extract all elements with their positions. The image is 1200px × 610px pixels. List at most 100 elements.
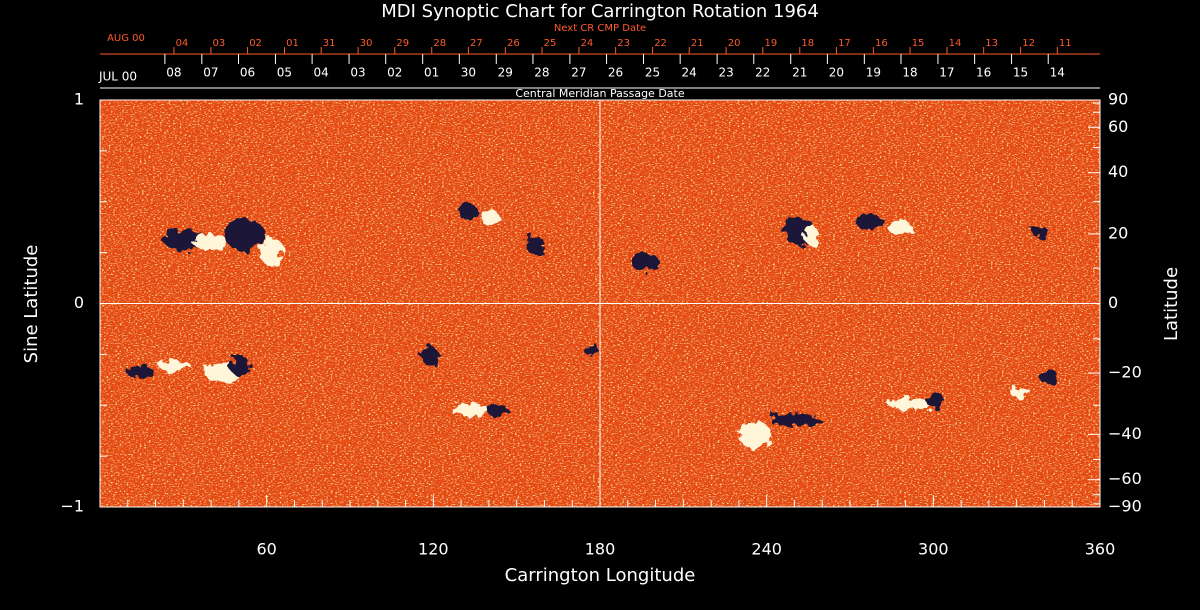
next-cmp-tick-label: 23 xyxy=(617,38,630,49)
next-cmp-tick-label: 12 xyxy=(1022,38,1035,49)
cmp-tick-label: 24 xyxy=(682,66,697,80)
magnetic-feature xyxy=(458,204,478,220)
magnetic-feature xyxy=(888,398,932,410)
cmp-tick-label: 02 xyxy=(387,66,402,80)
y2-tick-label: 20 xyxy=(1108,223,1128,242)
magnetic-feature xyxy=(856,214,884,230)
magnetic-feature xyxy=(925,393,945,407)
x-tick-label: 60 xyxy=(256,540,276,559)
y2-tick-label: 40 xyxy=(1108,162,1128,181)
cmp-tick-label: 16 xyxy=(976,66,991,80)
next-cmp-tick-label: 25 xyxy=(544,38,557,49)
cmp-tick-label: 04 xyxy=(313,66,328,80)
next-cmp-tick-label: 14 xyxy=(949,38,962,49)
cmp-tick-label: 30 xyxy=(461,66,476,80)
x-axis-label: Carrington Longitude xyxy=(505,565,696,586)
next-cmp-tick-label: 15 xyxy=(912,38,925,49)
next-cmp-tick-label: 21 xyxy=(691,38,704,49)
y2-tick-label: −40 xyxy=(1108,424,1142,443)
cmp-tick-label: 18 xyxy=(902,66,917,80)
next-cmp-tick-label: 26 xyxy=(507,38,520,49)
next-cmp-tick-label: 04 xyxy=(176,38,189,49)
magnetic-feature xyxy=(230,356,250,376)
y2-tick-label: 60 xyxy=(1108,117,1128,136)
next-cmp-tick-label: 13 xyxy=(985,38,998,49)
active-regions xyxy=(126,204,1057,449)
magnetic-feature xyxy=(585,343,599,357)
y-axis-label: Sine Latitude xyxy=(21,245,42,364)
next-cmp-tick-label: 03 xyxy=(213,38,226,49)
next-cmp-tick-label: 19 xyxy=(764,38,777,49)
next-cmp-tick-label: 31 xyxy=(323,38,336,49)
y2-axis-label: Latitude xyxy=(1161,267,1182,341)
next-cmp-axis-title: Next CR CMP Date xyxy=(554,23,646,34)
cmp-tick-label: 20 xyxy=(829,66,844,80)
x-tick-label: 180 xyxy=(585,540,616,559)
magnetic-feature xyxy=(525,236,545,254)
next-cmp-tick-label: 24 xyxy=(581,38,594,49)
cmp-tick-label: 05 xyxy=(277,66,292,80)
y2-tick-label: 0 xyxy=(1108,293,1118,312)
cmp-tick-label: 08 xyxy=(166,66,181,80)
next-cmp-tick-label: 18 xyxy=(801,38,814,49)
next-cmp-tick-label: 16 xyxy=(875,38,888,49)
chart-title: MDI Synoptic Chart for Carrington Rotati… xyxy=(381,1,819,22)
cmp-tick-label: 27 xyxy=(571,66,586,80)
magnetic-feature xyxy=(480,211,500,225)
magnetic-feature xyxy=(1032,226,1048,238)
magnetic-feature xyxy=(1010,386,1030,398)
x-tick-label: 120 xyxy=(418,540,449,559)
next-cmp-tick-label: 02 xyxy=(249,38,262,49)
magnetic-feature xyxy=(450,404,490,416)
next-cmp-tick-label: 01 xyxy=(286,38,299,49)
next-cmp-tick-label: 30 xyxy=(360,38,373,49)
cmp-start-label: JUL 00 xyxy=(98,70,137,84)
y-tick-label: −1 xyxy=(60,497,84,516)
magnetic-feature xyxy=(769,414,821,426)
magnetic-feature xyxy=(126,366,154,378)
cmp-tick-label: 19 xyxy=(866,66,881,80)
cmp-tick-label: 17 xyxy=(939,66,954,80)
cmp-tick-label: 22 xyxy=(755,66,770,80)
next-cmp-tick-label: 27 xyxy=(470,38,483,49)
cmp-tick-label: 28 xyxy=(534,66,549,80)
next-cmp-tick-label: 22 xyxy=(654,38,667,49)
magnetic-feature xyxy=(888,221,912,235)
x-tick-label: 360 xyxy=(1085,540,1116,559)
x-tick-label: 240 xyxy=(751,540,782,559)
magnetic-feature xyxy=(421,347,439,365)
cmp-tick-label: 03 xyxy=(350,66,365,80)
y2-tick-label: −60 xyxy=(1108,469,1142,488)
magnetic-feature xyxy=(260,238,284,266)
magnetic-feature xyxy=(225,219,265,251)
cmp-tick-label: 21 xyxy=(792,66,807,80)
magnetic-feature xyxy=(631,253,659,271)
y-tick-label: 1 xyxy=(74,90,84,109)
cmp-tick-label: 14 xyxy=(1050,66,1065,80)
cmp-tick-label: 25 xyxy=(645,66,660,80)
cmp-tick-label: 07 xyxy=(203,66,218,80)
next-cmp-tick-label: 29 xyxy=(396,38,409,49)
cmp-tick-label: 06 xyxy=(240,66,255,80)
cmp-tick-label: 01 xyxy=(424,66,439,80)
next-cmp-tick-label: 11 xyxy=(1059,38,1072,49)
magnetic-feature xyxy=(192,234,228,250)
next-cmp-tick-label: 17 xyxy=(838,38,851,49)
cmp-tick-label: 15 xyxy=(1013,66,1028,80)
x-tick-label: 300 xyxy=(918,540,949,559)
cmp-axis-title: Central Meridian Passage Date xyxy=(515,87,684,100)
cmp-tick-label: 26 xyxy=(608,66,623,80)
magnetic-feature xyxy=(1039,368,1057,384)
y2-tick-label: −90 xyxy=(1108,497,1142,516)
y2-tick-label: 90 xyxy=(1108,90,1128,109)
next-cmp-start-label: AUG 00 xyxy=(107,33,145,44)
magnetic-feature xyxy=(159,360,191,372)
next-cmp-tick-label: 28 xyxy=(433,38,446,49)
cmp-tick-label: 23 xyxy=(718,66,733,80)
magnetic-feature xyxy=(804,227,820,245)
y-tick-label: 0 xyxy=(74,293,84,312)
magnetic-feature xyxy=(487,403,507,417)
next-cmp-tick-label: 20 xyxy=(728,38,741,49)
